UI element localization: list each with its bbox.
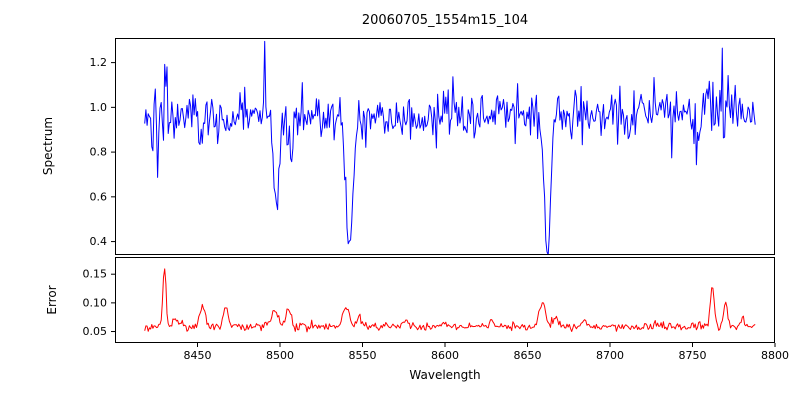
y-tick-label: 1.2 bbox=[90, 56, 108, 69]
y-tick-label: 0.8 bbox=[90, 146, 108, 159]
x-tick-label: 8500 bbox=[266, 349, 294, 362]
y-tick-label: 0.10 bbox=[83, 296, 108, 309]
x-tick-label: 8450 bbox=[184, 349, 212, 362]
x-tick-label: 8750 bbox=[679, 349, 707, 362]
x-axis-label: Wavelength bbox=[409, 368, 481, 382]
spectrum-panel-frame bbox=[115, 38, 775, 255]
error-line bbox=[144, 268, 756, 333]
y-tick-label: 0.4 bbox=[90, 235, 108, 248]
x-tick-label: 8700 bbox=[596, 349, 624, 362]
y-tick-label: 0.15 bbox=[83, 268, 108, 281]
y-tick-label: 1.0 bbox=[90, 101, 108, 114]
error-panel-frame bbox=[115, 257, 775, 343]
x-tick-label: 8600 bbox=[431, 349, 459, 362]
y-tick-label: 0.6 bbox=[90, 190, 108, 203]
x-tick-label: 8550 bbox=[349, 349, 377, 362]
spectrum-line bbox=[144, 40, 756, 255]
chart-title: 20060705_1554m15_104 bbox=[361, 13, 529, 28]
x-tick-label: 8800 bbox=[761, 349, 789, 362]
y-tick-label: 0.05 bbox=[83, 325, 108, 338]
x-tick-label: 8650 bbox=[514, 349, 542, 362]
